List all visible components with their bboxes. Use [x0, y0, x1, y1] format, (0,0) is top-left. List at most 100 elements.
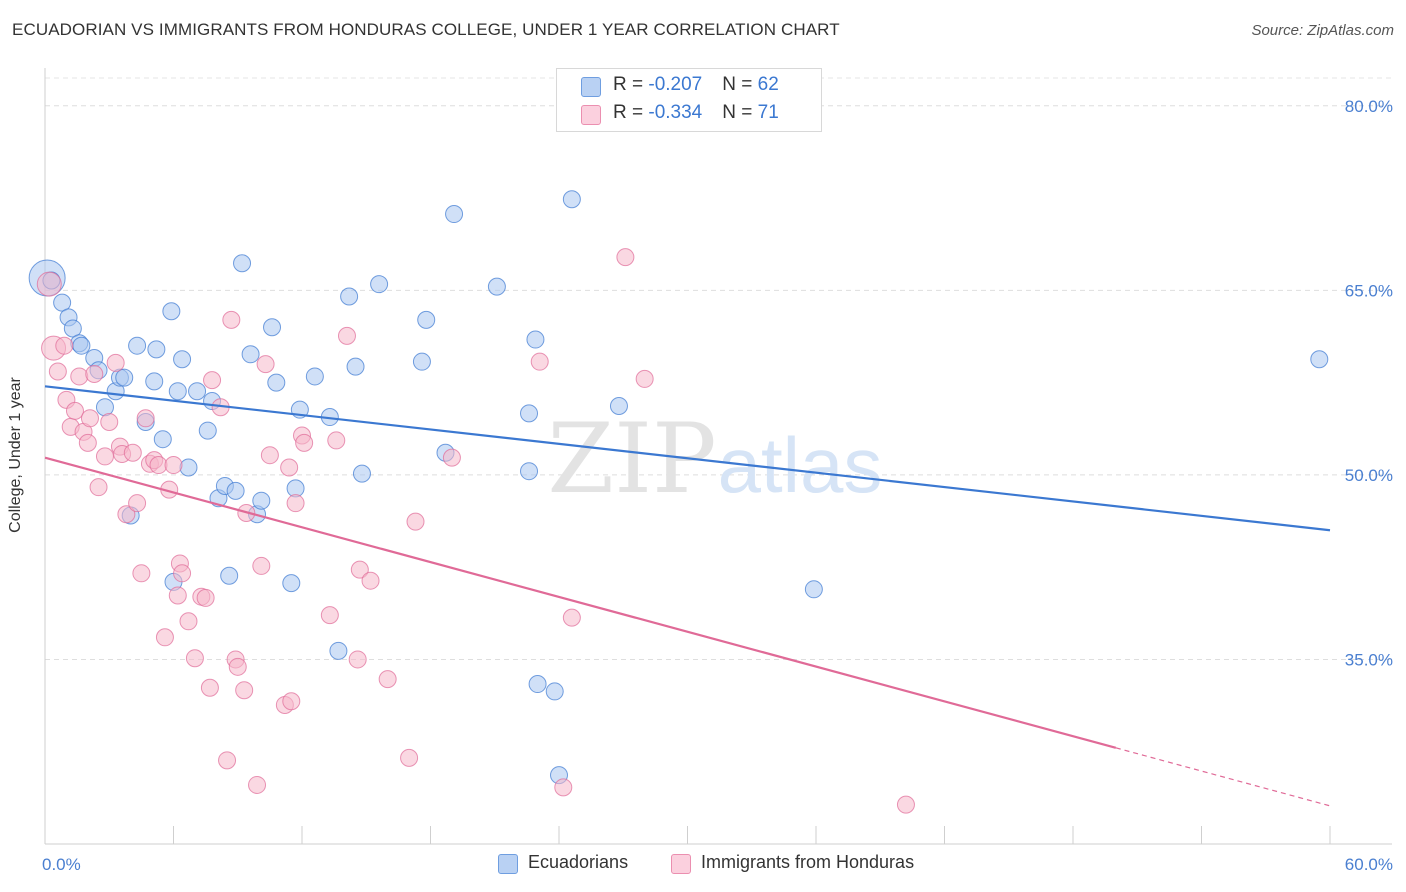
data-point — [153, 430, 172, 449]
legend-n-value: 62 — [757, 74, 779, 95]
axes — [44, 68, 1392, 845]
data-point — [233, 254, 252, 273]
data-point — [526, 330, 545, 349]
data-point — [370, 275, 389, 294]
data-point — [196, 588, 215, 607]
data-point — [115, 368, 134, 387]
data-point — [804, 580, 823, 599]
data-point — [173, 564, 192, 583]
data-point — [252, 491, 271, 510]
data-point — [117, 505, 136, 524]
data-point — [72, 336, 91, 355]
y-tick-label: 80.0% — [1345, 97, 1393, 116]
data-point — [155, 628, 174, 647]
legend: R = -0.207 N = 62 R = -0.334 N = 71 — [556, 68, 822, 132]
data-point — [545, 682, 564, 701]
data-point — [1310, 350, 1329, 369]
y-tick-label: 50.0% — [1345, 466, 1393, 485]
data-point — [128, 336, 147, 355]
data-point — [70, 367, 89, 386]
series-ecuadorians — [28, 190, 1329, 785]
data-point — [406, 512, 425, 531]
bottom-legend-swatch-pink — [671, 854, 691, 874]
data-point — [198, 421, 217, 440]
data-point — [260, 446, 279, 465]
data-point — [295, 433, 314, 452]
data-point — [185, 649, 204, 668]
bottom-legend: Ecuadorians Immigrants from Honduras — [0, 852, 1406, 878]
data-point — [520, 462, 539, 481]
data-point — [123, 443, 142, 462]
data-point — [241, 345, 260, 364]
data-point — [267, 373, 286, 392]
data-point — [188, 382, 207, 401]
data-point — [168, 382, 187, 401]
data-point — [520, 404, 539, 423]
data-point — [346, 357, 365, 376]
data-points — [28, 190, 1329, 814]
data-point — [340, 287, 359, 306]
data-point — [348, 650, 367, 669]
data-point — [218, 751, 237, 770]
bottom-legend-label: Ecuadorians — [528, 852, 629, 872]
chart-title: ECUADORIAN VS IMMIGRANTS FROM HONDURAS C… — [12, 20, 840, 39]
data-point — [256, 355, 275, 374]
data-point — [48, 362, 67, 381]
data-point — [100, 412, 119, 431]
y-tick-label: 35.0% — [1345, 650, 1393, 669]
data-point — [252, 556, 271, 575]
data-point — [530, 352, 549, 371]
legend-n-label: N = — [722, 102, 758, 123]
data-point — [329, 641, 348, 660]
data-point — [136, 409, 155, 428]
data-point — [80, 409, 99, 428]
bottom-legend-swatch-blue — [498, 854, 518, 874]
data-point — [179, 458, 198, 477]
data-point — [220, 566, 239, 585]
gridlines — [45, 77, 1392, 660]
data-point — [554, 778, 573, 797]
data-point — [635, 369, 654, 388]
data-point — [352, 464, 371, 483]
watermark: ZIP atlas — [547, 403, 882, 515]
data-point — [282, 692, 301, 711]
data-point — [147, 340, 166, 359]
data-point — [149, 456, 168, 475]
data-point — [286, 494, 305, 513]
data-point — [528, 675, 547, 694]
data-point — [145, 372, 164, 391]
data-point — [609, 396, 628, 415]
data-point — [128, 494, 147, 513]
data-point — [36, 271, 62, 297]
bottom-legend-label: Immigrants from Honduras — [701, 852, 915, 872]
legend-r-value: -0.207 — [648, 74, 703, 95]
tick-labels: 80.0% 65.0% 50.0% 35.0% 0.0% 60.0% — [42, 97, 1393, 874]
data-point — [337, 326, 356, 345]
trend-line-ecuadorians — [44, 385, 1331, 532]
data-point — [164, 456, 183, 475]
data-point — [327, 431, 346, 450]
data-point — [65, 401, 84, 420]
legend-swatch-pink — [581, 105, 601, 125]
data-point — [203, 371, 222, 390]
data-point — [85, 364, 104, 383]
trend-line-honduras-extension — [1115, 747, 1331, 807]
series-honduras — [36, 248, 915, 814]
legend-r-label: R = — [613, 102, 649, 123]
legend-r-value: -0.334 — [648, 102, 703, 123]
legend-n-label: N = — [722, 74, 758, 95]
data-point — [487, 277, 506, 296]
legend-r-label: R = — [613, 74, 649, 95]
source-credit: Source: ZipAtlas.com — [1251, 22, 1394, 39]
trend-line-honduras — [44, 456, 1117, 749]
data-point — [412, 352, 431, 371]
data-point — [417, 310, 436, 329]
legend-n-value: 71 — [757, 102, 779, 123]
data-point — [305, 367, 324, 386]
data-point — [378, 670, 397, 689]
data-point — [320, 606, 339, 625]
data-point — [95, 447, 114, 466]
data-point — [896, 795, 915, 814]
data-point — [78, 433, 97, 452]
data-point — [168, 586, 187, 605]
